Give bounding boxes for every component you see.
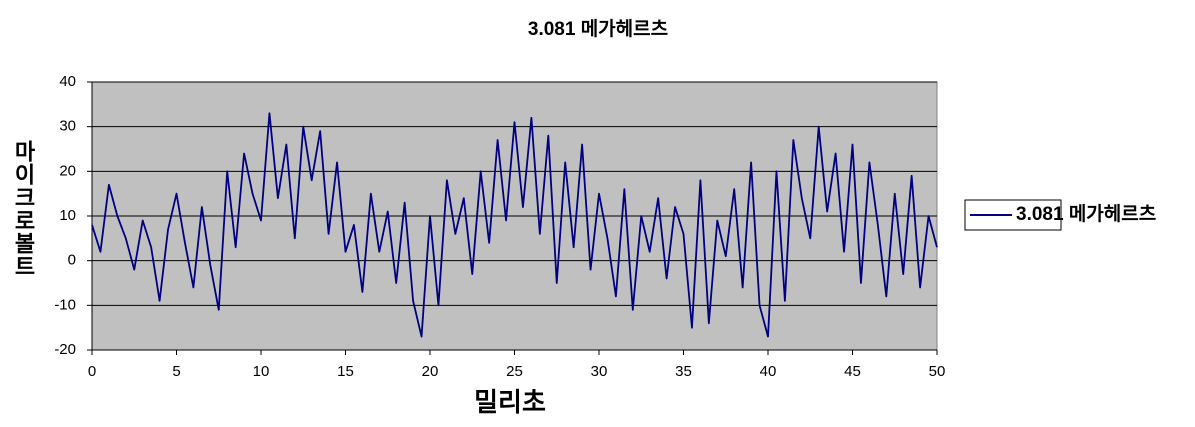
x-tick-label: 40 (760, 363, 777, 380)
x-tick-label: 15 (337, 363, 354, 380)
y-tick-label: 0 (68, 252, 76, 269)
x-tick-label: 0 (88, 363, 96, 380)
series-line (91, 112, 938, 338)
y-tick-label: 30 (59, 118, 76, 135)
x-tick-label: 35 (675, 363, 692, 380)
chart-title: 3.081 메가헤르츠 (528, 18, 668, 40)
y-tick-label: 40 (59, 73, 76, 90)
x-axis-label: 밀리초 (474, 387, 546, 417)
y-axis-label: 마이크로볼트 (11, 140, 36, 278)
y-tick-label: 20 (59, 162, 76, 179)
legend-label: 3.081 메가헤르츠 (1016, 203, 1156, 225)
x-tick-label: 10 (253, 363, 270, 380)
x-tick-label: 5 (172, 363, 180, 380)
x-tick-label: 50 (929, 363, 946, 380)
x-tick-label: 30 (591, 363, 608, 380)
x-tick-label: 25 (506, 363, 523, 380)
y-tick-label: -10 (54, 296, 76, 313)
x-tick-label: 45 (844, 363, 861, 380)
x-tick-label: 20 (422, 363, 439, 380)
y-tick-label: 10 (59, 207, 76, 224)
y-tick-label: -20 (54, 341, 76, 358)
